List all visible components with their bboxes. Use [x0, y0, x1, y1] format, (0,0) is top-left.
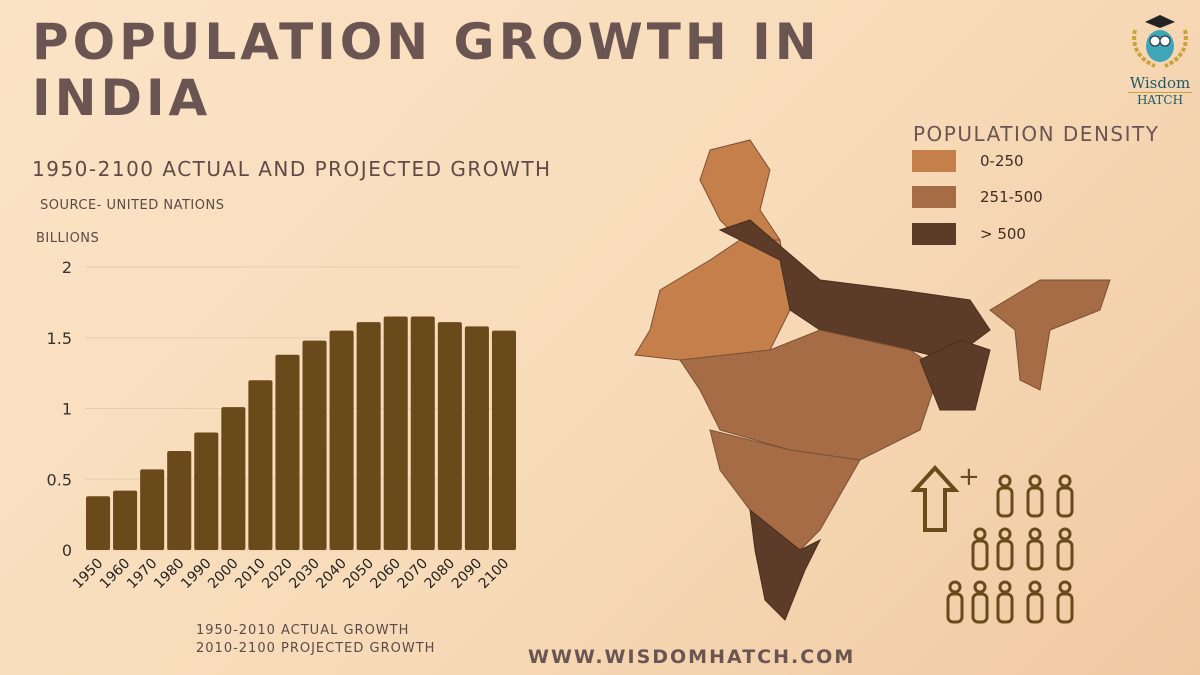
person-icon — [973, 580, 987, 594]
x-tick-label: 1980 — [151, 556, 188, 593]
legend-swatch — [912, 150, 956, 172]
website-url[interactable]: WWW.WISDOMHATCH.COM — [528, 646, 856, 668]
x-tick-label: 2040 — [313, 556, 350, 593]
person-icon-body — [996, 539, 1014, 571]
legend-title: POPULATION DENSITY — [913, 122, 1160, 146]
logo-text-hatch: HATCH — [1128, 92, 1192, 107]
india-density-map — [634, 139, 1111, 621]
x-tick-label: 2100 — [476, 556, 513, 593]
bar-2050 — [356, 322, 381, 550]
x-tick-label: 2050 — [340, 556, 377, 593]
person-icon-body — [1056, 592, 1074, 624]
bar-2060 — [383, 316, 408, 550]
y-tick-label: 0.5 — [47, 470, 72, 489]
bar-2010 — [248, 380, 273, 550]
y-tick-label: 2 — [62, 258, 72, 277]
map-east-bengal — [919, 339, 991, 411]
legend-item-low: 0-250 — [912, 150, 1024, 172]
bar-2100 — [491, 330, 516, 550]
x-tick-label: 2080 — [422, 556, 459, 593]
bar-2020 — [275, 354, 300, 550]
bar-1990 — [194, 432, 219, 550]
bar-2000 — [221, 407, 246, 550]
person-icon — [948, 580, 962, 594]
person-icon — [1058, 527, 1072, 541]
person-icon — [998, 580, 1012, 594]
person-icon — [1058, 580, 1072, 594]
person-icon-body — [996, 592, 1014, 624]
legend-label: 0-250 — [980, 152, 1024, 170]
map-tip — [749, 508, 822, 621]
plus-icon: + — [958, 462, 980, 492]
owl-graduate-icon — [1132, 15, 1188, 68]
person-icon-body — [971, 539, 989, 571]
bar-2030 — [302, 340, 327, 550]
chart-notes: 1950-2010 ACTUAL GROWTH 2010-2100 PROJEC… — [196, 622, 435, 658]
legend-swatch — [912, 223, 956, 245]
person-icon-body — [1026, 592, 1044, 624]
bar-chart: 0 0.5 1 1.5 2 1950196019701980199020002010202… — [47, 258, 518, 593]
person-icon-body — [1056, 486, 1074, 518]
map-central — [679, 329, 941, 461]
bar-1980 — [167, 450, 192, 550]
population-increase-icon: + — [910, 462, 1074, 624]
x-tick-label: 2060 — [368, 556, 405, 593]
x-tick-label: 1970 — [124, 556, 161, 593]
bar-1970 — [140, 469, 165, 550]
person-icon-body — [996, 486, 1014, 518]
people-icons — [946, 474, 1074, 624]
source-note: SOURCE- UNITED NATIONS — [40, 198, 225, 213]
bar-2080 — [437, 322, 462, 550]
y-tick-label: 1 — [62, 400, 72, 419]
bar-2040 — [329, 330, 354, 550]
legend-label: 251-500 — [980, 188, 1043, 206]
legend-swatch — [912, 186, 956, 208]
person-icon-body — [946, 592, 964, 624]
logo-text-wisdom: Wisdom — [1129, 74, 1191, 92]
person-icon-body — [1056, 539, 1074, 571]
x-tick-label: 2010 — [232, 556, 269, 593]
x-tick-label: 2090 — [449, 556, 486, 593]
bar-2070 — [410, 316, 435, 550]
note-projected: 2010-2100 PROJECTED GROWTH — [196, 641, 436, 656]
person-icon — [998, 527, 1012, 541]
bar-2090 — [464, 326, 489, 550]
person-icon-body — [1026, 486, 1044, 518]
x-tick-label: 1960 — [97, 556, 134, 593]
x-tick-label: 2000 — [205, 556, 242, 593]
person-icon-body — [1026, 539, 1044, 571]
person-icon — [1028, 474, 1042, 488]
y-axis-label: BILLIONS — [36, 231, 100, 246]
bar-1960 — [113, 490, 138, 550]
x-tick-label: 2030 — [286, 556, 323, 593]
x-tick-label: 2020 — [259, 556, 296, 593]
legend-label: > 500 — [980, 225, 1026, 243]
up-arrow-icon — [910, 465, 960, 532]
map-northeast — [989, 279, 1111, 391]
legend-item-mid: 251-500 — [912, 186, 1043, 208]
chart-subtitle: 1950-2100 ACTUAL AND PROJECTED GROWTH — [32, 157, 552, 181]
person-icon-body — [971, 592, 989, 624]
person-icon — [1028, 527, 1042, 541]
y-tick-label: 0 — [62, 541, 72, 560]
y-tick-label: 1.5 — [47, 329, 72, 348]
person-icon — [973, 527, 987, 541]
page-title: POPULATION GROWTH IN INDIA — [32, 13, 821, 127]
note-actual: 1950-2010 ACTUAL GROWTH — [196, 623, 410, 638]
person-icon — [1058, 474, 1072, 488]
person-icon — [998, 474, 1012, 488]
bar-1950 — [86, 496, 111, 550]
wisdom-hatch-logo: Wisdom HATCH — [1120, 10, 1200, 107]
legend-item-high: > 500 — [912, 223, 1026, 245]
x-tick-label: 1990 — [178, 556, 215, 593]
person-icon — [1028, 580, 1042, 594]
x-tick-label: 1950 — [70, 556, 107, 593]
x-tick-label: 2070 — [395, 556, 432, 593]
